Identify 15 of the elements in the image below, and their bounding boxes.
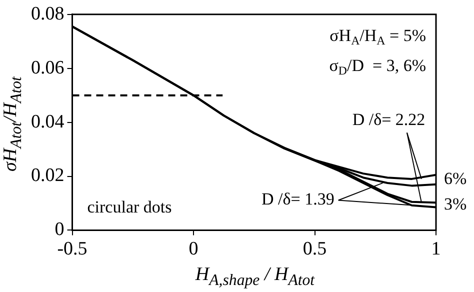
annotation: D /δ= 1.39	[262, 190, 334, 209]
x-tick-label: 0	[188, 238, 198, 260]
text: 3%	[444, 194, 467, 214]
text: 6%	[444, 169, 467, 188]
x-axis-title: H$_{A,shape}$ / H$_{Atot}$	[194, 264, 316, 290]
annotation: D /δ= 2.22	[352, 110, 426, 130]
y-tick-label: 0	[54, 219, 64, 240]
y-tick-label: 0.02	[31, 165, 64, 186]
x-tick-label: 0.5	[302, 238, 327, 260]
y-tick-label: 0.04	[31, 111, 65, 132]
x-tick-label: -0.5	[57, 238, 88, 260]
x-tick-label: 1	[431, 238, 441, 260]
y-tick-label: 0.08	[31, 3, 64, 24]
y-tick-label: 0.06	[31, 57, 64, 78]
annotation: circular dots	[87, 198, 172, 217]
